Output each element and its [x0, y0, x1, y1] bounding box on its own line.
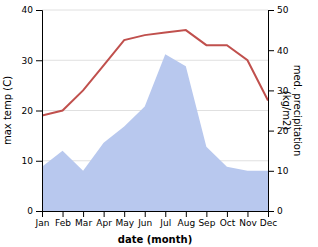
tick: 10 — [268, 166, 289, 176]
x-axis-title: date (month) — [118, 234, 192, 245]
tick-mark — [63, 211, 64, 217]
y2-axis-title-line: (kg/m2) — [281, 91, 292, 131]
tick-label: 0 — [27, 206, 33, 216]
tick-mark — [36, 60, 42, 61]
tick: Jun — [137, 211, 152, 228]
area — [42, 54, 268, 211]
tick: 0 — [27, 206, 42, 216]
tick-label: Oct — [220, 218, 236, 228]
tick: Nov — [239, 211, 257, 228]
tick: 40 — [268, 46, 289, 56]
y2-axis-title: med. precipitation(kg/m2) — [281, 65, 303, 157]
tick-label: Feb — [55, 218, 71, 228]
grid-line — [42, 10, 268, 11]
tick-mark — [104, 211, 105, 217]
tick-label: 40 — [277, 46, 289, 56]
tick: Oct — [220, 211, 236, 228]
axis-line — [43, 212, 269, 218]
tick: May — [115, 211, 134, 228]
tick: 50 — [268, 5, 289, 15]
tick-label: Mar — [75, 218, 92, 228]
tick-label: May — [115, 218, 134, 228]
tick-mark — [268, 211, 274, 212]
tick: Sep — [198, 211, 215, 228]
tick: 20 — [22, 106, 42, 116]
tick-mark — [268, 171, 274, 172]
tick-mark — [36, 161, 42, 162]
tick-mark — [268, 131, 274, 132]
tick: 0 — [268, 206, 283, 216]
tick: Jan — [35, 211, 50, 228]
tick-label: Jan — [35, 218, 50, 228]
tick-mark — [268, 50, 274, 51]
tick-label: Nov — [239, 218, 257, 228]
tick-label: 40 — [22, 5, 34, 15]
tick-mark — [268, 10, 274, 11]
tick-mark — [145, 211, 146, 217]
tick-label: Apr — [96, 218, 112, 228]
plot: JanFebMarAprMayJunJulAugSepOctNovDec0102… — [2, 5, 303, 245]
tick-label: Sep — [198, 218, 215, 228]
tick: Feb — [55, 211, 71, 228]
tick: Dec — [260, 211, 277, 228]
tick-mark — [206, 211, 207, 217]
grid — [42, 10, 268, 211]
tick-label: Jun — [137, 218, 152, 228]
chart: JanFebMarAprMayJunJulAugSepOctNovDec0102… — [0, 0, 318, 247]
tick-mark — [186, 211, 187, 217]
y2-axis-title-line: med. precipitation — [292, 65, 303, 157]
y-axis-title: max temp (C) — [2, 76, 13, 145]
tick-label: 20 — [22, 106, 34, 116]
tick-label: 10 — [277, 166, 289, 176]
axis-line — [269, 11, 275, 212]
tick-mark — [36, 10, 42, 11]
tick-label: 30 — [22, 56, 34, 66]
tick-label: 0 — [277, 206, 283, 216]
tick: 40 — [22, 5, 42, 15]
axis-line — [36, 11, 43, 212]
tick-mark — [36, 211, 42, 212]
tick: 30 — [22, 56, 42, 66]
tick-mark — [247, 211, 248, 217]
tick-mark — [268, 90, 274, 91]
grid-line — [42, 60, 268, 61]
y-axis: 0 10 20 30 40 — [22, 5, 43, 216]
tick: Mar — [75, 211, 92, 228]
tick-mark — [165, 211, 166, 217]
tick-mark — [83, 211, 84, 217]
tick-mark — [36, 111, 42, 112]
tick-label: Jul — [159, 218, 171, 228]
tick: Aug — [178, 211, 196, 228]
tick-label: Aug — [178, 218, 196, 228]
line — [42, 30, 268, 115]
tick-label: Dec — [260, 218, 277, 228]
tick: Jul — [159, 211, 171, 228]
tick-mark — [227, 211, 228, 217]
tick: 10 — [22, 156, 42, 166]
tick-label: 50 — [277, 5, 289, 15]
tick-mark — [124, 211, 125, 217]
tick: Apr — [96, 211, 112, 228]
tick-label: 10 — [22, 156, 34, 166]
marks — [42, 30, 268, 211]
x-axis: Jan Feb Mar AprMayJun Jul AugSep OctNovDec — [35, 211, 278, 228]
